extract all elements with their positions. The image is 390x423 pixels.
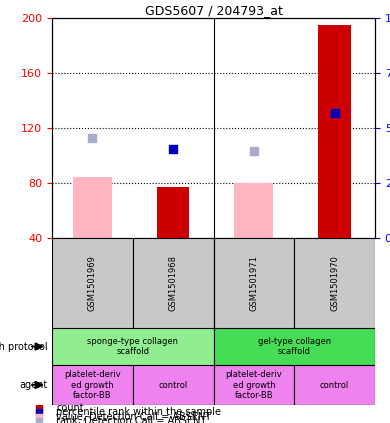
Bar	[213, 328, 375, 365]
Text: growth protocol: growth protocol	[0, 341, 48, 352]
Bar	[213, 238, 294, 328]
Text: rank, Detection Call = ABSENT: rank, Detection Call = ABSENT	[57, 416, 207, 423]
Bar	[294, 365, 375, 405]
Bar	[133, 238, 213, 328]
Text: agent: agent	[20, 380, 48, 390]
Text: GSM1501971: GSM1501971	[249, 255, 258, 311]
Bar	[213, 365, 294, 405]
Text: count: count	[57, 403, 84, 413]
Text: GSM1501969: GSM1501969	[88, 255, 97, 311]
Point	[332, 110, 338, 116]
Bar	[73, 178, 112, 238]
Point	[36, 409, 43, 415]
Title: GDS5607 / 204793_at: GDS5607 / 204793_at	[145, 4, 282, 17]
Text: platelet-deriv
ed growth
factor-BB: platelet-deriv ed growth factor-BB	[64, 370, 121, 400]
Text: gel-type collagen
scaffold: gel-type collagen scaffold	[258, 337, 331, 356]
Point	[170, 145, 176, 152]
Point	[89, 134, 96, 141]
Point	[36, 413, 43, 420]
Bar	[157, 187, 189, 238]
Text: GSM1501968: GSM1501968	[168, 255, 177, 311]
Bar	[294, 238, 375, 328]
Text: percentile rank within the sample: percentile rank within the sample	[57, 407, 222, 417]
Bar	[52, 238, 133, 328]
Bar	[133, 365, 213, 405]
Bar	[319, 25, 351, 238]
Point	[36, 418, 43, 423]
Text: platelet-deriv
ed growth
factor-BB: platelet-deriv ed growth factor-BB	[225, 370, 282, 400]
Text: sponge-type collagen
scaffold: sponge-type collagen scaffold	[87, 337, 178, 356]
Text: GSM1501970: GSM1501970	[330, 255, 339, 311]
Bar	[234, 183, 273, 238]
Text: value, Detection Call = ABSENT: value, Detection Call = ABSENT	[57, 412, 212, 422]
Text: control: control	[320, 381, 349, 390]
Bar	[52, 365, 133, 405]
Text: control: control	[158, 381, 188, 390]
Bar	[52, 328, 213, 365]
Point	[36, 404, 43, 411]
Point	[251, 148, 257, 155]
